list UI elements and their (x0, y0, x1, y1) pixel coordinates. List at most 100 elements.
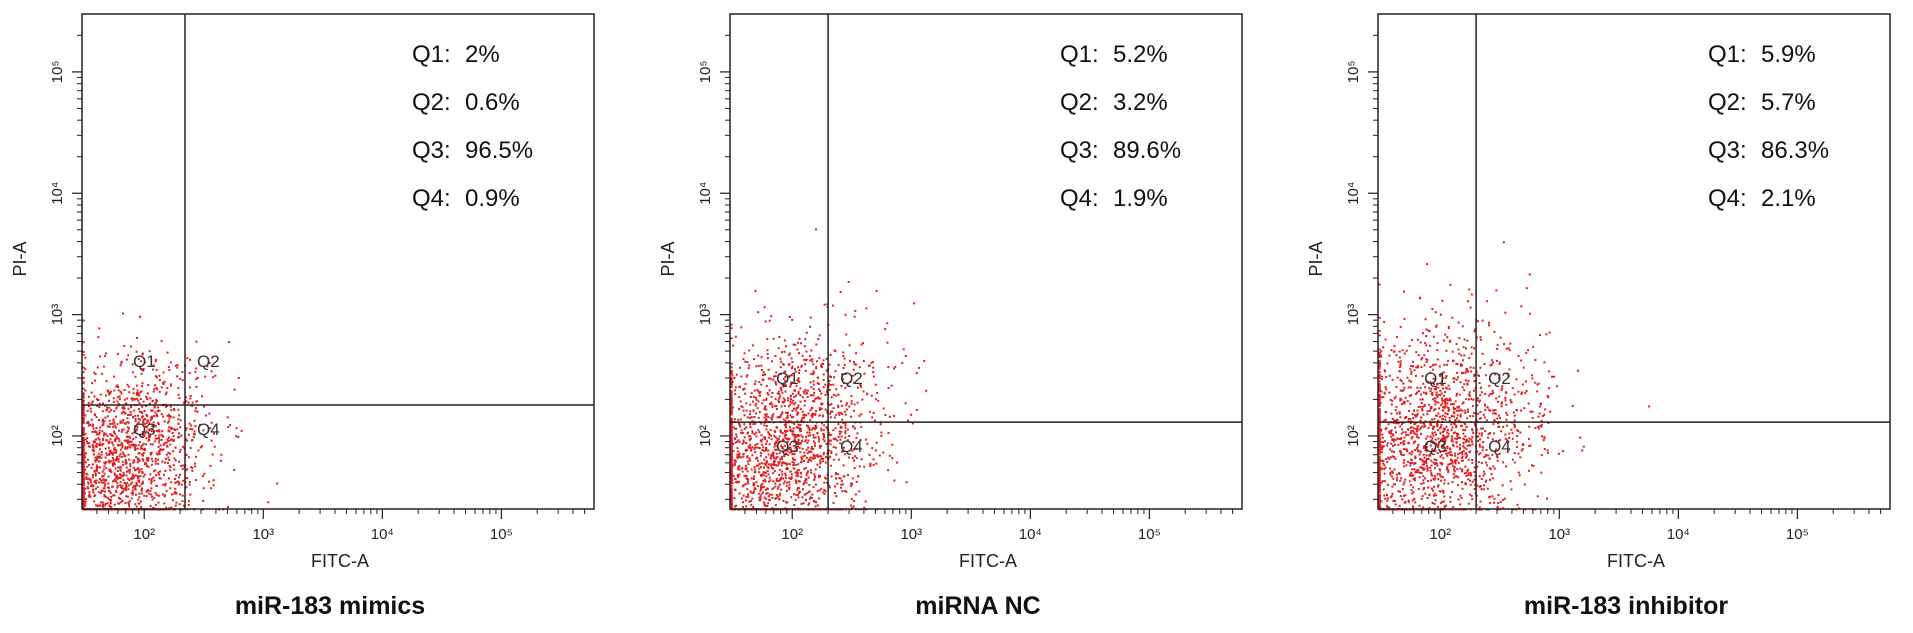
data-point (117, 458, 120, 460)
data-point (843, 410, 846, 413)
data-point (117, 496, 120, 499)
data-point (84, 456, 86, 459)
data-point (863, 465, 866, 468)
data-point (112, 431, 115, 434)
data-point (782, 499, 785, 502)
data-point (103, 472, 106, 475)
data-point (91, 449, 94, 452)
data-point (1500, 388, 1503, 391)
data-point (745, 496, 748, 499)
data-point (750, 416, 753, 419)
data-point (1436, 445, 1439, 447)
data-point (116, 486, 119, 489)
data-point (822, 359, 825, 362)
data-point (84, 389, 87, 392)
data-point (1473, 488, 1476, 491)
data-point (1422, 413, 1425, 416)
data-point (106, 502, 109, 505)
data-point (755, 457, 757, 460)
data-point (774, 430, 776, 433)
data-point (1402, 454, 1405, 457)
data-point (195, 386, 198, 388)
data-point (125, 484, 127, 487)
data-point (771, 403, 774, 406)
data-point (1469, 479, 1471, 482)
data-point (745, 375, 748, 378)
data-point (143, 410, 146, 412)
data-point (140, 368, 143, 371)
data-point (736, 457, 739, 460)
data-point (128, 427, 130, 430)
data-point (170, 383, 172, 386)
data-point (839, 477, 842, 480)
data-point (758, 496, 761, 499)
data-point (117, 386, 119, 388)
data-point (162, 371, 165, 374)
data-point (1579, 436, 1582, 439)
data-point (815, 483, 817, 486)
data-point (1438, 441, 1441, 444)
y-tick-label: 10⁴ (697, 182, 714, 205)
data-point (844, 430, 847, 433)
data-point (130, 413, 133, 416)
data-point (1443, 450, 1446, 453)
data-point (82, 419, 85, 421)
data-point (804, 498, 807, 501)
data-point (1416, 433, 1419, 436)
data-point (1412, 360, 1414, 363)
data-point (783, 449, 786, 452)
data-point (854, 455, 856, 458)
data-point (1446, 452, 1449, 455)
data-point (1448, 419, 1451, 422)
data-point (730, 433, 733, 436)
data-point (825, 426, 828, 429)
data-point (137, 399, 140, 402)
data-point (1483, 456, 1486, 459)
data-point (120, 360, 123, 363)
data-point (775, 477, 778, 480)
data-point (1416, 449, 1419, 451)
data-point (1378, 504, 1381, 507)
data-point (199, 446, 202, 449)
data-point (165, 453, 168, 456)
data-point (1427, 480, 1430, 482)
data-point (1497, 494, 1500, 496)
data-point (774, 504, 777, 507)
data-point (1547, 422, 1550, 424)
data-point (110, 506, 113, 509)
quadrant-value-label: Q2: (412, 89, 451, 116)
data-point (134, 447, 136, 450)
data-point (1436, 342, 1439, 345)
data-point (1378, 283, 1381, 286)
data-point (136, 484, 139, 487)
data-point (169, 469, 172, 472)
data-point (1378, 385, 1381, 388)
data-point (888, 415, 891, 418)
data-point (1380, 378, 1383, 381)
data-point (1500, 387, 1503, 390)
data-point (1435, 391, 1438, 394)
data-point (98, 481, 101, 484)
data-point (1503, 343, 1506, 346)
data-point (107, 441, 110, 444)
data-point (139, 447, 142, 450)
data-point (1389, 471, 1392, 474)
data-point (1425, 461, 1428, 464)
data-point (1378, 366, 1381, 369)
data-point (750, 504, 753, 506)
data-point (820, 455, 823, 458)
data-point (795, 494, 798, 496)
data-point (793, 407, 796, 410)
data-point (154, 491, 157, 494)
data-point (750, 477, 753, 480)
data-point (136, 447, 139, 450)
data-point (186, 357, 189, 360)
data-point (84, 500, 87, 503)
data-point (142, 422, 145, 425)
data-point (779, 457, 782, 460)
data-point (730, 443, 733, 446)
data-point (1440, 392, 1443, 395)
data-point (154, 457, 157, 460)
data-point (757, 464, 760, 467)
data-point (790, 477, 793, 479)
